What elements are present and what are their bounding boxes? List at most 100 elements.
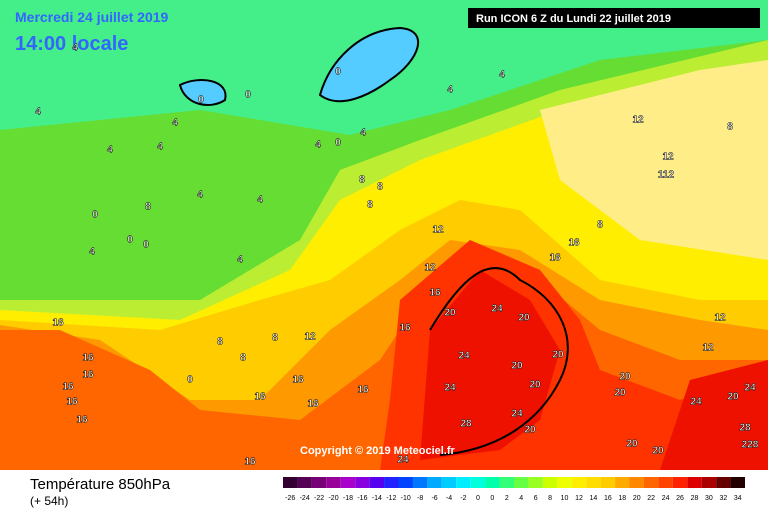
legend-swatch bbox=[600, 477, 616, 488]
contour-label: 16 bbox=[82, 353, 94, 364]
legend-swatch bbox=[326, 477, 341, 488]
legend-swatch bbox=[542, 477, 558, 488]
contour-label: 8 bbox=[367, 200, 373, 211]
contour-label: 16 bbox=[254, 392, 266, 403]
contour-label: 8 bbox=[359, 175, 365, 186]
legend-label: -10 bbox=[401, 495, 411, 502]
contour-label: 20 bbox=[511, 361, 523, 372]
footer-title: Température 850hPa bbox=[30, 476, 171, 493]
contour-label: 16 bbox=[76, 415, 88, 426]
contour-label: 12 bbox=[702, 343, 714, 354]
contour-label: 16 bbox=[307, 399, 319, 410]
legend-label: 4 bbox=[519, 495, 523, 502]
contour-label: 16 bbox=[52, 318, 64, 329]
run-box bbox=[468, 8, 760, 28]
contour-label: 0 bbox=[187, 375, 193, 386]
legend-label: 24 bbox=[662, 495, 670, 502]
contour-label: 20 bbox=[518, 313, 530, 324]
legend-label: -6 bbox=[431, 495, 437, 502]
legend-swatch bbox=[701, 477, 717, 488]
legend-swatch bbox=[470, 477, 486, 488]
footer-lead: (+ 54h) bbox=[30, 494, 68, 508]
contour-label: 20 bbox=[552, 350, 564, 361]
legend-label: -18 bbox=[343, 495, 353, 502]
legend-swatch bbox=[369, 477, 385, 488]
legend-label: -12 bbox=[386, 495, 396, 502]
legend-label: -24 bbox=[300, 495, 310, 502]
contour-label: 12 bbox=[304, 332, 316, 343]
legend-swatch bbox=[340, 477, 356, 488]
legend-label: 0 bbox=[490, 495, 494, 502]
cold-pool bbox=[318, 26, 420, 103]
contour-label: 0 bbox=[198, 95, 204, 106]
contour-label: 8 bbox=[377, 182, 383, 193]
contour-label: 0 bbox=[335, 138, 341, 149]
legend-label: 2 bbox=[505, 495, 509, 502]
contour-label: 24 bbox=[458, 351, 470, 362]
contour-label: 16 bbox=[429, 288, 441, 299]
contour-label: 0 bbox=[335, 67, 341, 78]
contour-label: 4 bbox=[197, 190, 203, 201]
contour-label: 24 bbox=[744, 383, 756, 394]
contour-label: 16 bbox=[244, 457, 256, 468]
contour-label: 112 bbox=[658, 170, 675, 181]
contour-label: 20 bbox=[626, 439, 638, 450]
contour-label: 8 bbox=[217, 337, 223, 348]
legend-label: 18 bbox=[618, 495, 626, 502]
contour-label: 20 bbox=[727, 392, 739, 403]
contour-label: 0 bbox=[245, 90, 251, 101]
contour-label: 28 bbox=[739, 423, 751, 434]
legend-swatch bbox=[427, 477, 442, 488]
contour-label: 8 bbox=[272, 333, 278, 344]
contour-label: 20 bbox=[444, 308, 456, 319]
contour-label: 16 bbox=[66, 397, 78, 408]
contour bbox=[429, 267, 569, 456]
contour-label: 24 bbox=[397, 455, 409, 466]
contour-label: 8 bbox=[145, 202, 151, 213]
contour-label: 4 bbox=[172, 118, 178, 129]
legend-label: 10 bbox=[561, 495, 569, 502]
contour-label: 8 bbox=[240, 353, 246, 364]
contour-label: 4 bbox=[447, 85, 453, 96]
legend-swatch bbox=[485, 477, 500, 488]
legend-swatch bbox=[456, 477, 471, 488]
region bbox=[660, 360, 768, 470]
contour-label: 4 bbox=[257, 195, 263, 206]
legend-label: -4 bbox=[446, 495, 452, 502]
contour-label: 228 bbox=[742, 440, 759, 451]
legend-label: 22 bbox=[647, 495, 655, 502]
legend-label: 8 bbox=[548, 495, 552, 502]
legend-label: 32 bbox=[719, 495, 727, 502]
legend-swatch bbox=[297, 477, 312, 488]
contour-label: 0 bbox=[92, 210, 98, 221]
legend-label: -14 bbox=[372, 495, 382, 502]
contour-label: 4 bbox=[499, 70, 505, 81]
contour-label: 16 bbox=[82, 370, 94, 381]
legend-swatch bbox=[586, 477, 601, 488]
contour-label: 12 bbox=[424, 263, 436, 274]
contour-label: 12 bbox=[714, 313, 726, 324]
copyright: Copyright © 2019 Meteociel.fr bbox=[300, 445, 456, 457]
contour-label: 4 bbox=[157, 142, 163, 153]
contour-label: 20 bbox=[524, 425, 536, 436]
legend-swatch bbox=[355, 477, 370, 488]
legend-swatch bbox=[412, 477, 428, 488]
region bbox=[540, 60, 768, 260]
contour-label: 24 bbox=[491, 304, 503, 315]
legend-label: 12 bbox=[575, 495, 583, 502]
legend-swatch bbox=[672, 477, 688, 488]
contour-label: 4 bbox=[72, 43, 78, 54]
contour-label: 24 bbox=[444, 383, 456, 394]
region bbox=[420, 270, 560, 460]
contour-label: 12 bbox=[662, 152, 674, 163]
legend-label: -16 bbox=[357, 495, 367, 502]
contour-label: 16 bbox=[62, 382, 74, 393]
legend-label: -22 bbox=[314, 495, 324, 502]
legend-swatch bbox=[514, 477, 529, 488]
contour-label: 24 bbox=[511, 409, 523, 420]
legend-swatch bbox=[658, 477, 673, 488]
legend-label: 6 bbox=[534, 495, 538, 502]
contour-label: 24 bbox=[690, 397, 702, 408]
legend-swatch bbox=[311, 477, 327, 488]
